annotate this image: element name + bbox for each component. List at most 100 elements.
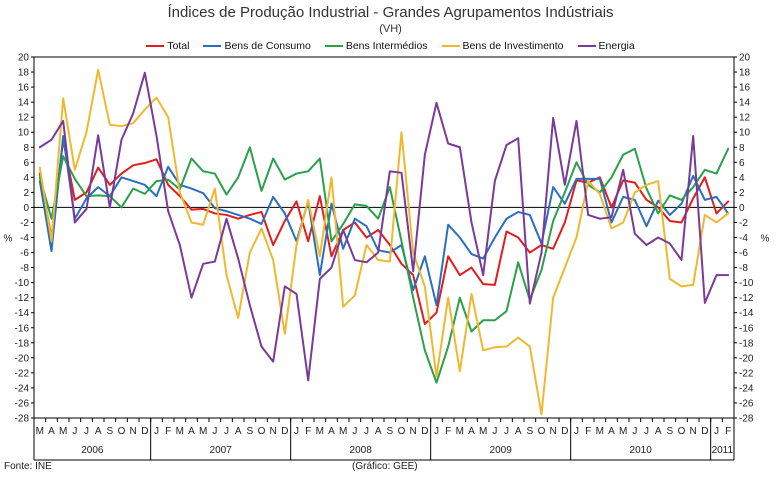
y-tick-label-left: 20 (18, 53, 30, 64)
x-month-label: F (445, 426, 451, 437)
y-tick-label-right: -6 (739, 248, 748, 259)
x-month-label: M (619, 426, 627, 437)
y-tick-label-left: 16 (18, 83, 30, 94)
y-tick-label-right: -22 (739, 368, 754, 379)
x-month-label: O (538, 426, 546, 437)
y-tick-label-right: 0 (739, 203, 745, 214)
y-tick-label-left: -22 (15, 368, 30, 379)
y-axis-label-right: % (761, 234, 770, 245)
x-month-label: N (690, 426, 697, 437)
y-tick-label-right: 4 (739, 173, 745, 184)
y-tick-label-right: 14 (739, 98, 751, 109)
x-month-label: A (328, 426, 335, 437)
y-tick-label-right: -12 (739, 293, 754, 304)
y-tick-label-left: -14 (15, 308, 30, 319)
x-month-label: J (504, 426, 509, 437)
x-year-label: 2008 (350, 445, 373, 456)
legend-swatch-intermedios (324, 45, 343, 47)
x-month-label: M (36, 426, 44, 437)
x-month-label: A (95, 426, 102, 437)
x-month-label: J (644, 426, 649, 437)
x-month-label: S (246, 426, 253, 437)
x-month-label: N (270, 426, 277, 437)
legend-item-intermedios: Bens Intermédios (324, 40, 428, 52)
x-month-label: F (725, 426, 731, 437)
y-tick-label-left: -24 (15, 383, 30, 394)
legend-swatch-investimento (441, 45, 460, 47)
y-tick-label-right: 8 (739, 143, 745, 154)
x-month-label: J (632, 426, 637, 437)
x-month-label: F (165, 426, 171, 437)
y-tick-label-left: 14 (18, 98, 30, 109)
y-tick-label-left: 6 (23, 158, 29, 169)
legend-item-energia: Energia (577, 40, 635, 52)
x-month-label: A (608, 426, 615, 437)
y-tick-label-right: -14 (739, 308, 754, 319)
x-month-label: A (655, 426, 662, 437)
y-tick-label-right: 10 (739, 128, 751, 139)
x-month-label: J (72, 426, 77, 437)
x-month-label: O (118, 426, 126, 437)
x-month-label: N (410, 426, 417, 437)
y-tick-label-right: -10 (739, 278, 754, 289)
x-year-label: 2006 (81, 445, 104, 456)
x-month-label: M (596, 426, 604, 437)
legend-label-energia: Energia (598, 40, 635, 52)
x-year-label: 2007 (210, 445, 233, 456)
x-month-label: J (714, 426, 719, 437)
x-month-label: D (701, 426, 708, 437)
y-tick-label-left: -26 (15, 398, 30, 409)
x-month-label: O (678, 426, 686, 437)
x-month-label: M (199, 426, 207, 437)
series-line-consumo (38, 134, 730, 307)
x-month-label: J (574, 426, 579, 437)
x-month-label: N (130, 426, 137, 437)
y-tick-label-left: -10 (15, 278, 30, 289)
x-month-label: J (294, 426, 299, 437)
legend-label-intermedios: Bens Intermédios (345, 40, 428, 52)
x-month-label: A (188, 426, 195, 437)
y-tick-label-left: -18 (15, 338, 30, 349)
y-tick-label-left: -6 (20, 248, 29, 259)
legend-swatch-consumo (203, 45, 222, 47)
y-tick-label-left: 2 (23, 188, 29, 199)
x-month-label: J (352, 426, 357, 437)
y-tick-label-left: -16 (15, 323, 30, 334)
x-month-label: F (305, 426, 311, 437)
y-tick-label-left: -12 (15, 293, 30, 304)
y-tick-label-right: -26 (739, 398, 754, 409)
y-tick-label-left: -20 (15, 353, 30, 364)
chart-title: Índices de Produção Industrial - Grandes… (167, 4, 614, 21)
x-month-label: J (154, 426, 159, 437)
y-tick-label-left: 12 (18, 113, 30, 124)
x-month-label: M (339, 426, 347, 437)
legend-label-investimento: Bens de Investimento (462, 40, 564, 52)
y-tick-label-right: -2 (739, 218, 748, 229)
x-month-label: F (585, 426, 591, 437)
legend-label-total: Total (167, 40, 190, 52)
x-month-label: D (141, 426, 148, 437)
x-month-label: A (48, 426, 55, 437)
chart-legend: Total Bens de Consumo Bens Intermédios B… (0, 40, 781, 52)
series-line-total (38, 138, 730, 325)
x-month-label: A (375, 426, 382, 437)
x-year-label: 2009 (490, 445, 513, 456)
x-month-label: A (468, 426, 475, 437)
series-line-intermedios (38, 146, 730, 384)
y-tick-label-right: 18 (739, 68, 751, 79)
x-month-label: A (515, 426, 522, 437)
y-tick-label-left: 18 (18, 68, 30, 79)
source-note: Fonte: INE (4, 461, 52, 472)
x-month-label: S (386, 426, 393, 437)
x-month-label: S (526, 426, 533, 437)
y-tick-label-right: 16 (739, 83, 751, 94)
legend-item-total: Total (146, 40, 189, 52)
x-month-label: O (258, 426, 266, 437)
y-tick-label-left: -4 (20, 233, 29, 244)
y-tick-label-left: -28 (15, 414, 30, 425)
x-month-label: N (550, 426, 557, 437)
y-tick-label-left: 8 (23, 143, 29, 154)
x-month-label: M (479, 426, 487, 437)
chart-subtitle: (VH) (379, 23, 402, 35)
